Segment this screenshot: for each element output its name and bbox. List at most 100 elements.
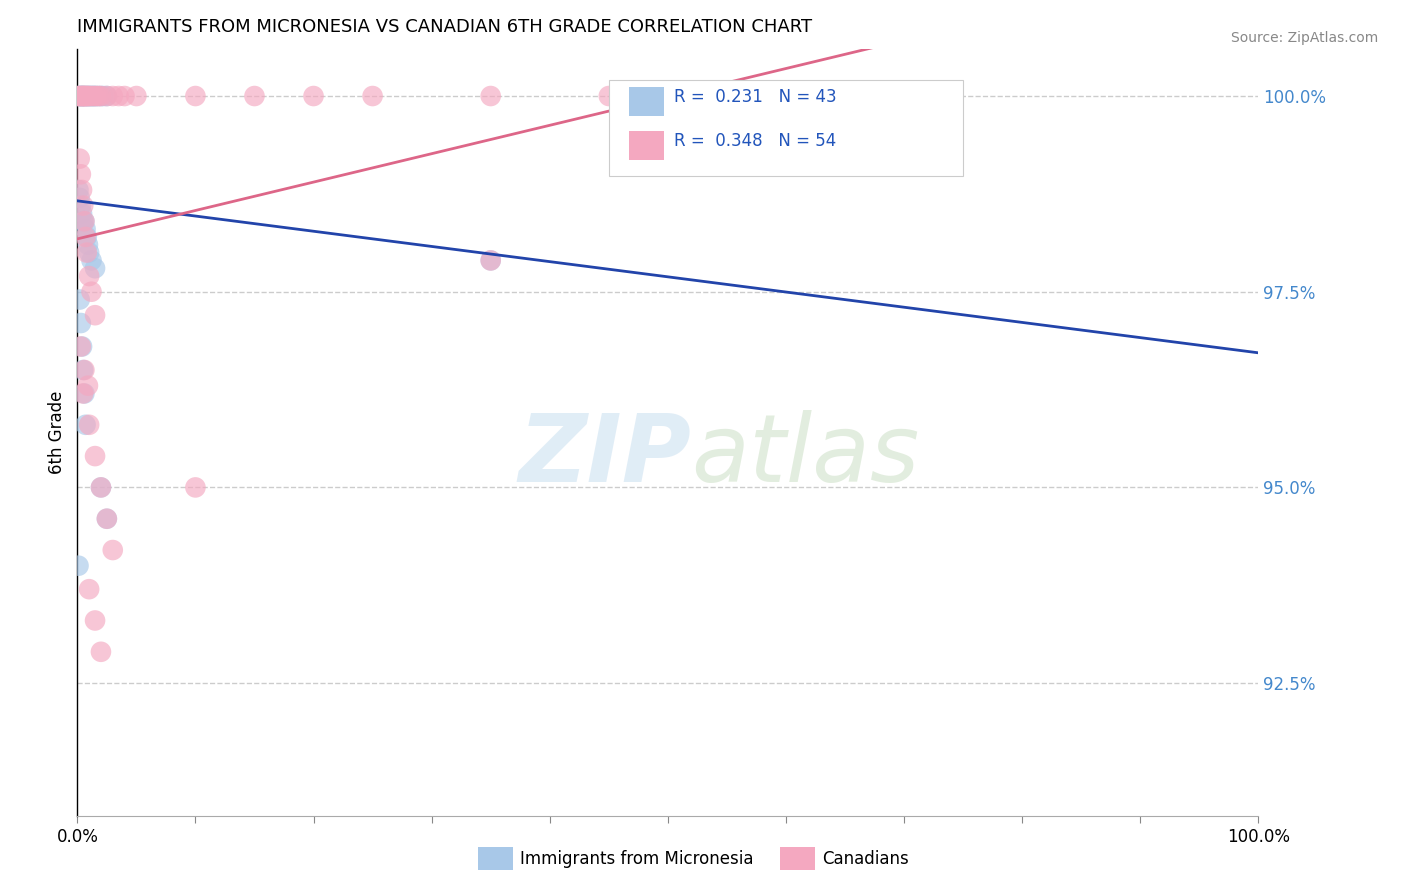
Point (80, 89, 103, 103)
Point (90, 89, 112, 103)
Point (84, 89, 107, 103)
Text: Immigrants from Micronesia: Immigrants from Micronesia (520, 850, 754, 868)
Point (70, 206, 93, 220)
Point (77, 268, 100, 283)
Point (67, 558, 90, 573)
Point (77, 417, 100, 432)
Point (84, 308, 107, 322)
Point (67, 89, 90, 103)
Point (70, 339, 93, 353)
Point (67, 183, 90, 197)
Point (70, 183, 93, 197)
Point (73, 89, 96, 103)
Point (77, 89, 100, 103)
Point (75, 222, 97, 236)
Point (70, 89, 93, 103)
Point (83, 89, 105, 103)
Point (87, 89, 110, 103)
Y-axis label: 6th Grade: 6th Grade (48, 391, 66, 475)
Point (73, 89, 96, 103)
Bar (628, 131, 664, 161)
Point (87, 89, 110, 103)
Point (80, 285, 103, 299)
Point (72, 214, 94, 228)
Point (77, 89, 100, 103)
Point (69, 191, 91, 205)
Point (90, 480, 112, 494)
Point (96, 89, 118, 103)
Point (73, 386, 96, 401)
Point (72, 363, 94, 377)
Point (70, 199, 93, 213)
Point (302, 89, 325, 103)
Point (716, 89, 738, 103)
Point (101, 89, 124, 103)
Point (80, 89, 103, 103)
Point (69, 89, 91, 103)
Point (69, 89, 91, 103)
Point (70, 339, 93, 353)
Point (83, 89, 105, 103)
Point (70, 316, 93, 330)
Point (72, 89, 94, 103)
Text: Source: ZipAtlas.com: Source: ZipAtlas.com (1230, 31, 1378, 45)
Point (77, 89, 100, 103)
Point (70, 167, 93, 181)
Point (73, 214, 96, 228)
Text: Canadians: Canadians (823, 850, 910, 868)
Text: ZIP: ZIP (519, 409, 692, 501)
Point (84, 89, 107, 103)
Point (184, 89, 207, 103)
Point (77, 378, 100, 392)
Point (90, 645, 112, 659)
Point (184, 480, 207, 494)
Point (75, 417, 97, 432)
Point (96, 512, 118, 526)
Point (75, 89, 97, 103)
Point (96, 512, 118, 526)
Point (84, 89, 107, 103)
Point (76, 245, 98, 260)
Point (72, 199, 94, 213)
Point (75, 230, 97, 244)
Point (76, 89, 98, 103)
Point (77, 245, 100, 260)
Point (96, 89, 118, 103)
Point (70, 89, 93, 103)
Point (90, 89, 112, 103)
Bar (628, 87, 664, 116)
Point (243, 89, 266, 103)
Point (72, 89, 94, 103)
Point (75, 89, 97, 103)
Point (125, 89, 148, 103)
Point (84, 449, 107, 463)
Point (70, 89, 93, 103)
Point (107, 89, 129, 103)
Point (84, 261, 107, 276)
Text: R =  0.231   N = 43: R = 0.231 N = 43 (673, 88, 837, 106)
Point (67, 89, 90, 103)
Point (114, 89, 136, 103)
Point (91, 89, 114, 103)
Point (82, 89, 104, 103)
Point (79, 89, 101, 103)
Point (70, 89, 93, 103)
Point (361, 89, 384, 103)
Point (90, 480, 112, 494)
Point (80, 253, 103, 268)
Point (72, 89, 94, 103)
Point (84, 614, 107, 628)
Point (69, 293, 91, 307)
Point (77, 582, 100, 597)
FancyBboxPatch shape (609, 79, 963, 176)
Text: R =  0.348   N = 54: R = 0.348 N = 54 (673, 132, 837, 150)
Text: IMMIGRANTS FROM MICRONESIA VS CANADIAN 6TH GRADE CORRELATION CHART: IMMIGRANTS FROM MICRONESIA VS CANADIAN 6… (77, 19, 813, 37)
Point (479, 253, 502, 268)
Point (598, 89, 620, 103)
Text: atlas: atlas (692, 410, 920, 501)
Point (76, 89, 98, 103)
Point (73, 363, 96, 377)
Point (72, 386, 94, 401)
Point (73, 214, 96, 228)
Point (479, 253, 502, 268)
